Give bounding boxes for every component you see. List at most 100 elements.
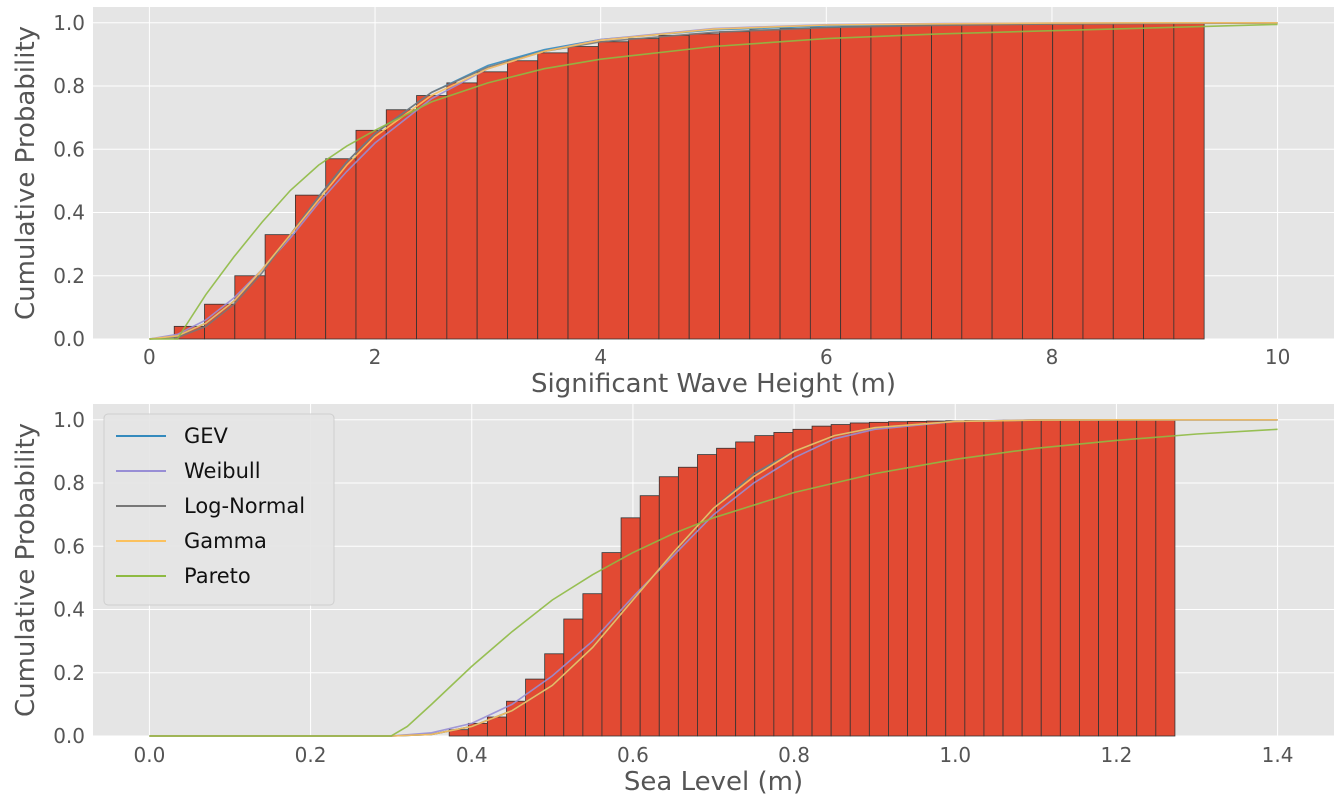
histogram-bar: [830, 424, 851, 737]
histogram-bar: [476, 71, 508, 340]
legend-label-pareto: Pareto: [184, 564, 251, 588]
x-tick-label: 4: [594, 345, 607, 369]
histogram-bar: [688, 33, 720, 340]
legend-label-gamma: Gamma: [184, 529, 267, 553]
x-tick-label: 0.8: [778, 743, 810, 767]
x-tick-label: 1.2: [1101, 743, 1133, 767]
legend: GEV Weibull Log-Normal Gamma Pareto: [103, 413, 335, 606]
y-tick-label: 1.0: [53, 11, 85, 35]
histogram-bar: [964, 420, 985, 737]
histogram-bar: [467, 722, 488, 737]
y-tick-label: 0.2: [53, 661, 85, 685]
y-tick-label: 0.6: [53, 534, 85, 558]
histogram-bar: [849, 422, 870, 737]
histogram-bar: [1112, 22, 1144, 340]
histogram-bar: [1173, 22, 1205, 340]
y-tick-label: 0.4: [53, 598, 85, 622]
histogram-bar: [840, 26, 872, 340]
x-tick-label: 0.4: [456, 743, 488, 767]
histogram-bar: [1040, 419, 1061, 737]
histogram-bar: [582, 593, 603, 737]
x-tick-label: 8: [1046, 345, 1059, 369]
y-axis-label: Cumulative Probability: [11, 26, 41, 320]
histogram-bar: [983, 420, 1004, 737]
histogram-bar: [639, 495, 660, 737]
histogram-bar: [1098, 419, 1119, 737]
histogram-bar: [264, 234, 296, 340]
x-tick-label: 0.6: [617, 743, 649, 767]
histogram-bar: [931, 24, 963, 340]
x-tick-label: 0.0: [134, 743, 166, 767]
cdf-line-pareto: [149, 428, 1278, 737]
histogram-bar: [658, 35, 690, 340]
histogram-bar: [1143, 22, 1175, 340]
histogram-bar: [1021, 419, 1042, 737]
histogram-bar: [1082, 23, 1114, 340]
histogram-bar: [945, 420, 966, 737]
top-panel: 0 2 4 6 8 10 0.0 0.2 0.4 0.6 0.8 1.0 Significant Wav…: [11, 7, 1334, 399]
y-tick-label: 0.2: [53, 264, 85, 288]
cdf-line-gamma: [149, 21, 1278, 340]
histogram-bar: [1059, 419, 1080, 737]
y-axis-label: Cumulative Probability: [11, 423, 41, 717]
histogram-bar: [294, 194, 327, 340]
y-tick-label: 0.6: [53, 137, 85, 161]
histogram-bar: [868, 421, 889, 737]
y-tick-label: 0.8: [53, 74, 85, 98]
histogram-bar: [719, 31, 751, 340]
histogram-bar: [697, 454, 717, 737]
histogram-bar: [1002, 419, 1023, 737]
x-tick-label: 0.2: [295, 743, 327, 767]
cdf-line-gamma: [149, 418, 1278, 737]
y-tick-label: 1.0: [53, 408, 85, 432]
x-tick-label: 0: [143, 345, 156, 369]
legend-label-weibull: Weibull: [184, 459, 261, 483]
histogram-bar: [991, 23, 1023, 340]
y-tick-label: 0.0: [53, 724, 85, 748]
histogram-bar: [1155, 419, 1176, 737]
histogram-bar: [507, 60, 539, 340]
y-tick-label: 0.8: [53, 471, 85, 495]
x-tick-label: 10: [1265, 345, 1290, 369]
histogram-bar: [811, 425, 832, 737]
x-tick-label: 6: [820, 345, 833, 369]
cdf-line-pareto: [149, 23, 1278, 340]
histogram-bar: [749, 29, 781, 340]
legend-box: [103, 413, 335, 606]
histogram-bar: [544, 653, 565, 737]
histogram-bar: [900, 24, 932, 340]
histogram-bar: [567, 46, 599, 340]
histogram-bar: [355, 129, 387, 340]
histogram-bar: [773, 432, 794, 737]
histogram-bar: [597, 41, 630, 340]
histogram-bar: [792, 428, 813, 737]
legend-label-gev: GEV: [184, 424, 229, 448]
histogram-bar: [1136, 419, 1157, 737]
x-axis-label: Sea Level (m): [624, 767, 803, 797]
histogram-bar: [416, 95, 448, 340]
x-tick-label: 2: [369, 345, 382, 369]
x-tick-label: 1.4: [1262, 743, 1294, 767]
x-tick-label: 1.0: [939, 743, 971, 767]
histogram-bar: [961, 23, 993, 340]
legend-label-log-normal: Log-Normal: [184, 494, 305, 518]
y-tick-label: 0.0: [53, 327, 85, 351]
histogram-bar: [537, 52, 569, 340]
histogram-bar: [385, 109, 417, 340]
histogram-bar: [926, 420, 947, 737]
histogram-bar: [1052, 23, 1084, 340]
histogram-bar: [446, 82, 478, 340]
histogram-bar: [907, 420, 928, 737]
y-tick-label: 0.4: [53, 201, 85, 225]
histogram-bar: [809, 27, 842, 340]
histogram-bar: [628, 38, 660, 340]
histogram-bar: [779, 28, 811, 340]
x-axis-label: Significant Wave Height (m): [531, 369, 896, 399]
histogram-bar: [870, 25, 902, 340]
histogram-bar: [1079, 419, 1099, 737]
histogram-bar: [563, 618, 584, 737]
cdf-line-log-normal: [149, 22, 1278, 340]
histogram-bar: [677, 466, 698, 737]
